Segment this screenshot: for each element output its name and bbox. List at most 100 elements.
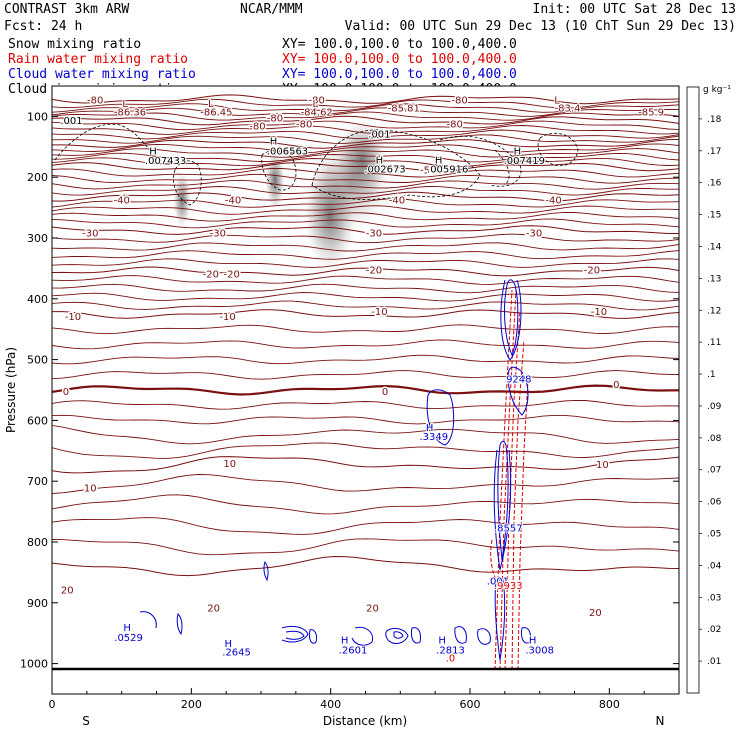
isotherm-line — [52, 191, 679, 202]
contour-label: H — [270, 137, 278, 148]
north-label: N — [656, 714, 665, 728]
cloud-water-contour — [385, 627, 409, 644]
colorbar-tick-label: .03 — [707, 593, 721, 603]
isotherm-line — [52, 211, 679, 222]
y-tick-label: 1000 — [20, 658, 48, 671]
axes: 0 200 400 600 800100200300400500600700800900… — [20, 110, 680, 711]
contour-label: 20 — [589, 608, 602, 619]
y-tick-label: 200 — [27, 171, 48, 184]
cloud-water-contour — [493, 449, 512, 571]
isotherm-line — [52, 179, 679, 190]
isotherm-line — [52, 354, 679, 365]
isotherm-line — [52, 125, 679, 135]
isotherm-line — [52, 152, 679, 163]
contour-label: .005916 — [427, 165, 468, 176]
contour-label: -40 — [389, 196, 405, 207]
isotherm-line — [52, 258, 679, 268]
title-left: CONTRAST 3km ARW — [4, 2, 129, 17]
isotherm-line — [52, 384, 679, 396]
ice-contour — [173, 160, 202, 206]
contour-label: L — [554, 95, 560, 106]
contour-label: -80 — [296, 120, 312, 131]
ice-contour — [54, 123, 151, 161]
cloud-water-contour — [497, 440, 509, 561]
contour-label: L — [208, 99, 214, 110]
cloud-water-contour — [500, 279, 522, 361]
contour-label: -85.9 — [638, 108, 664, 119]
contour-label: -40 — [225, 196, 241, 207]
rain-contour — [517, 379, 529, 671]
x-tick-label: 400 — [320, 698, 341, 711]
contour-labels: -80 -80 -80-80-80-80 -80-50-40 -40 -40 -40-30-… — [59, 94, 665, 666]
isotherm-line — [52, 233, 679, 244]
ice-contour — [494, 149, 510, 186]
snow-blob — [310, 140, 390, 230]
contour-label: H — [426, 423, 434, 434]
contour-label: -80 — [451, 95, 467, 106]
x-tick-label: 200 — [181, 698, 202, 711]
isotherm-line — [52, 339, 679, 350]
contour-label: .0 — [446, 654, 456, 665]
isotherm-line — [52, 129, 679, 140]
cloud-water-contour — [507, 366, 529, 416]
contour-label: .3008 — [525, 646, 554, 657]
south-label: S — [82, 714, 90, 728]
contour-label: .006563 — [267, 146, 308, 157]
contour-label: -80 — [87, 95, 103, 106]
colorbar-tick-label: .09 — [707, 402, 722, 412]
contour-label: -10 — [65, 312, 81, 323]
rain-contour — [504, 309, 521, 671]
contour-label: -10 — [219, 312, 235, 323]
cloud-water-contour — [281, 625, 309, 643]
x-axis-label: Distance (km) — [323, 714, 407, 728]
isotherm-line — [52, 157, 679, 168]
colorbar-tick-label: .16 — [707, 179, 722, 189]
contour-label: .8557 — [494, 523, 523, 534]
contour-label: H — [438, 635, 446, 646]
isotherm-line — [52, 218, 679, 229]
rain-contour — [490, 539, 501, 586]
temperature-contours — [52, 94, 679, 577]
contour-label: .3349 — [419, 432, 448, 443]
contour-label: -30 — [210, 229, 226, 240]
isotherm-line — [52, 292, 679, 302]
colorbar-tick-label: .15 — [707, 211, 721, 221]
isotherm-line — [52, 111, 679, 121]
cloud-water-contour — [351, 626, 374, 646]
colorbar-frame — [686, 86, 700, 694]
colorbar-tick-label: .01 — [707, 657, 721, 667]
cloud-water-contour — [176, 613, 183, 636]
contour-label: -20 — [203, 269, 219, 280]
isotherm-line — [52, 309, 679, 319]
isotherm-line — [52, 242, 679, 252]
ice-contour — [439, 135, 522, 187]
contour-label: -86.45 — [200, 108, 232, 119]
cloud-water-contour — [454, 626, 467, 644]
isotherm-line — [52, 139, 679, 149]
contour-label: H — [435, 156, 443, 167]
isotherm-line — [52, 107, 679, 117]
colorbar-tick-label: .08 — [707, 434, 722, 444]
contour-label: H — [123, 623, 131, 634]
contour-label: H — [376, 156, 384, 167]
contour-label: 10 — [223, 459, 236, 470]
isotherm-line — [52, 442, 679, 459]
isotherm-line — [52, 205, 679, 215]
colorbar-tick-label: .02 — [707, 625, 721, 635]
contour-label: H — [225, 639, 233, 650]
contour-label: 10 — [596, 460, 609, 471]
isotherm-line — [52, 186, 679, 196]
contour-label: .001 — [368, 129, 390, 140]
cloud-water-contour — [504, 279, 519, 357]
y-tick-label: 500 — [27, 354, 48, 367]
cloud-water-contour — [309, 629, 317, 644]
contour-label: .007419 — [504, 156, 545, 167]
isotherm-line — [52, 143, 679, 154]
isotherm-line — [52, 198, 679, 208]
contour-label: .007433 — [145, 156, 186, 167]
contour-label: -20 — [366, 266, 382, 277]
cloud-water-contour — [494, 579, 506, 661]
y-tick-label: 600 — [27, 414, 48, 427]
contour-label: -20 — [584, 266, 600, 277]
contour-label: .0529 — [114, 633, 143, 644]
